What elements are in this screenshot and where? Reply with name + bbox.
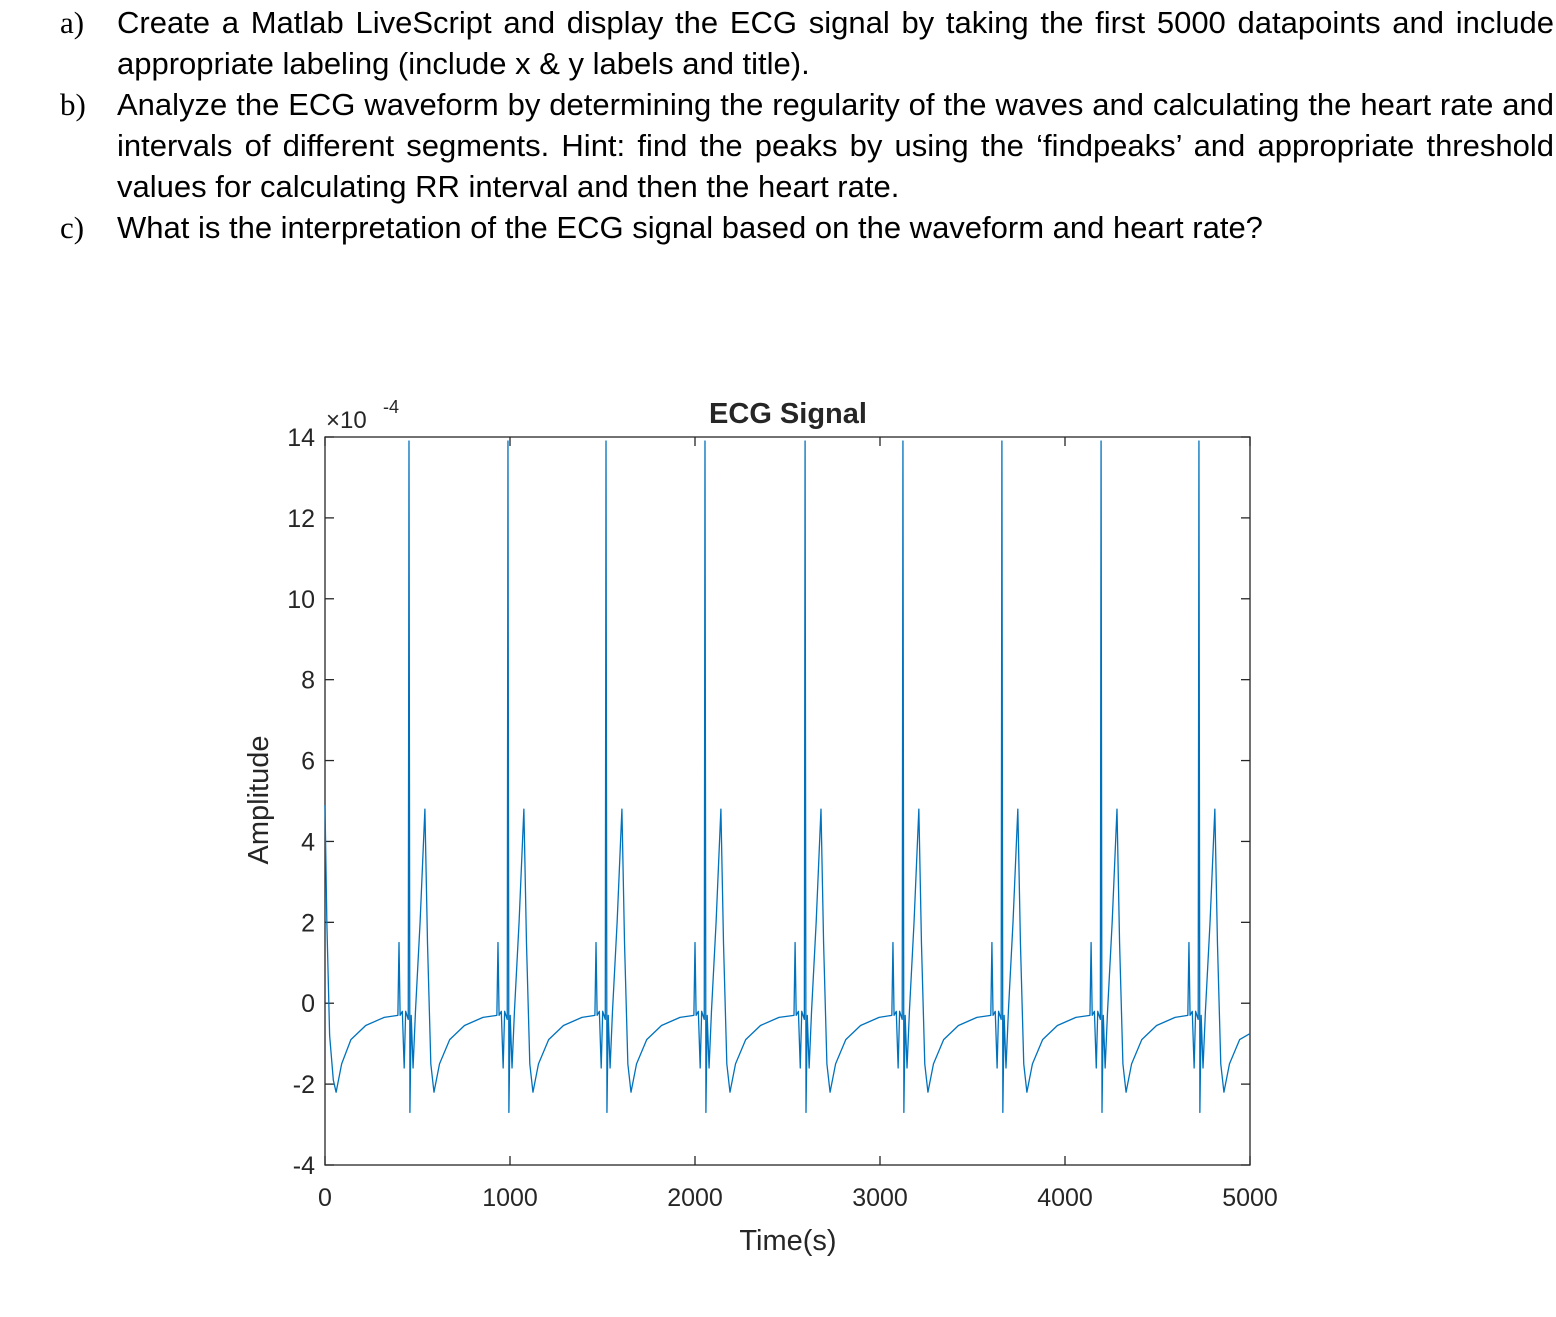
question-label: b) (60, 87, 86, 122)
y-tick-label: 12 (287, 505, 315, 533)
y-tick-label: 4 (301, 828, 315, 856)
y-tick-label: 2 (301, 909, 315, 937)
x-axis-label: Time(s) (739, 1225, 836, 1257)
question: c) What is the interpretation of the ECG … (60, 207, 1554, 248)
y-tick-label: -4 (293, 1152, 315, 1180)
y-axis-label: Amplitude (243, 736, 275, 865)
y-tick-label: 6 (301, 748, 315, 776)
x-tick-label: 1000 (482, 1184, 538, 1212)
question-label: c) (60, 210, 85, 245)
y-tick-label: 8 (301, 667, 315, 695)
question: a) Create a Matlab LiveScript and display… (60, 2, 1554, 84)
question-text: Analyze the ECG waveform by determining … (117, 87, 1554, 204)
x-tick-label: 4000 (1037, 1184, 1093, 1212)
question-text: What is the interpretation of the ECG si… (117, 210, 1263, 245)
question-label: a) (60, 5, 85, 40)
question-text: Create a Matlab LiveScript and display t… (117, 5, 1554, 81)
y-tick-label: -2 (293, 1071, 315, 1099)
y-tick-label: 14 (287, 424, 315, 452)
y-exponent-base: ×10 (326, 407, 367, 434)
y-tick-label: 0 (301, 990, 315, 1018)
question-list: a) Create a Matlab LiveScript and display… (60, 2, 1554, 248)
y-exponent-power: -4 (383, 397, 399, 417)
plot-area (324, 436, 1251, 1166)
y-tick-label: 10 (287, 586, 315, 614)
question: b) Analyze the ECG waveform by determinin… (60, 84, 1554, 207)
x-tick-label: 0 (318, 1184, 332, 1212)
ecg-line (324, 440, 1251, 1114)
x-tick-label: 5000 (1222, 1184, 1278, 1212)
x-tick-label: 3000 (852, 1184, 908, 1212)
x-tick-label: 2000 (667, 1184, 723, 1212)
chart-title: ECG Signal (709, 398, 867, 430)
